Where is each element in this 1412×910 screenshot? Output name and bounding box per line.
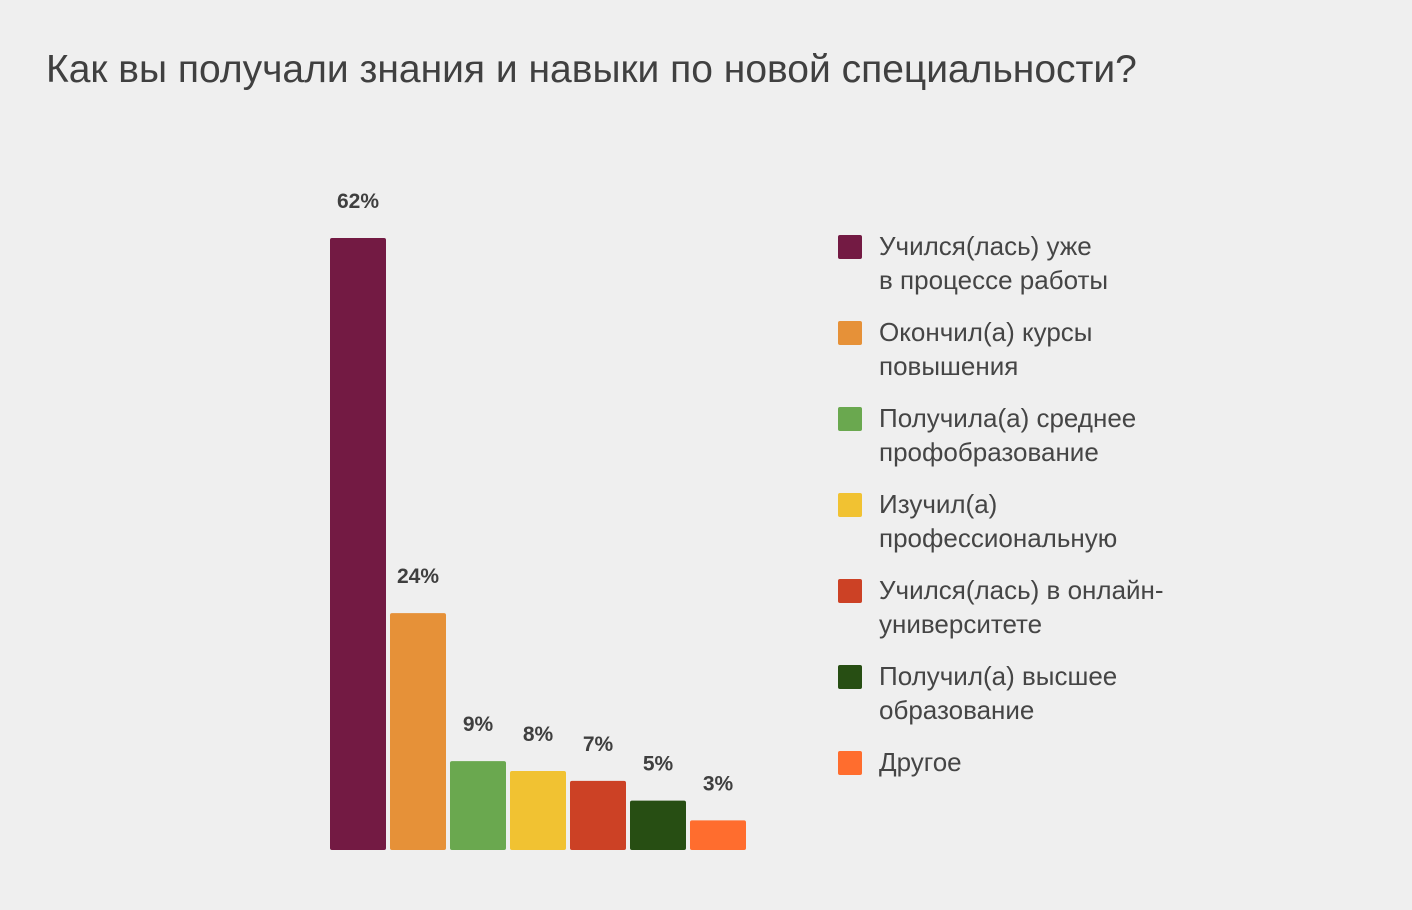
- legend-item-4: Изучил(а) профессиональную: [838, 487, 1218, 555]
- bar-value-label-2: 24%: [397, 565, 439, 588]
- legend-swatch: [838, 321, 862, 345]
- legend-swatch: [838, 235, 862, 259]
- bar-2: [390, 613, 446, 850]
- legend-item-3: Получила(а) среднее профобразование: [838, 401, 1218, 469]
- legend-label: Другое: [879, 747, 962, 777]
- bar-value-label-7: 3%: [703, 772, 734, 795]
- legend-swatch: [838, 407, 862, 431]
- legend-item-1: Учился(лась) уже в процессе работы: [838, 229, 1218, 297]
- legend-swatch: [838, 493, 862, 517]
- bar-value-label-6: 5%: [643, 753, 674, 776]
- legend-label: Получил(а) высшее образование: [879, 661, 1118, 725]
- legend-item-7: Другое: [838, 745, 1218, 779]
- bar-value-label-3: 9%: [463, 713, 494, 736]
- bar-6: [630, 800, 686, 850]
- legend-item-6: Получил(а) высшее образование: [838, 659, 1218, 727]
- legend-swatch: [838, 665, 862, 689]
- legend-label: Изучил(а) профессиональную: [879, 489, 1118, 553]
- bar-value-label-4: 8%: [523, 723, 554, 746]
- legend-label: Получила(а) среднее профобразование: [879, 403, 1137, 467]
- bar-value-label-5: 7%: [583, 733, 614, 756]
- legend-label: Окончил(а) курсы повышения: [879, 317, 1093, 381]
- bar-7: [690, 820, 746, 850]
- bar-3: [450, 761, 506, 850]
- legend-label: Учился(лась) в онлайн- университете: [879, 575, 1164, 639]
- bar-value-label-1: 62%: [337, 190, 379, 213]
- bar-5: [570, 780, 626, 850]
- legend-item-5: Учился(лась) в онлайн- университете: [838, 573, 1218, 641]
- chart-title: Как вы получали знания и навыки по новой…: [46, 48, 1137, 91]
- bar-1: [330, 238, 386, 850]
- legend-swatch: [838, 751, 862, 775]
- bar-4: [510, 771, 566, 850]
- legend-item-2: Окончил(а) курсы повышения: [838, 315, 1218, 383]
- chart-legend: Учился(лась) уже в процессе работы Окончи…: [838, 229, 1218, 797]
- legend-label: Учился(лась) уже в процессе работы: [879, 231, 1109, 295]
- legend-swatch: [838, 579, 862, 603]
